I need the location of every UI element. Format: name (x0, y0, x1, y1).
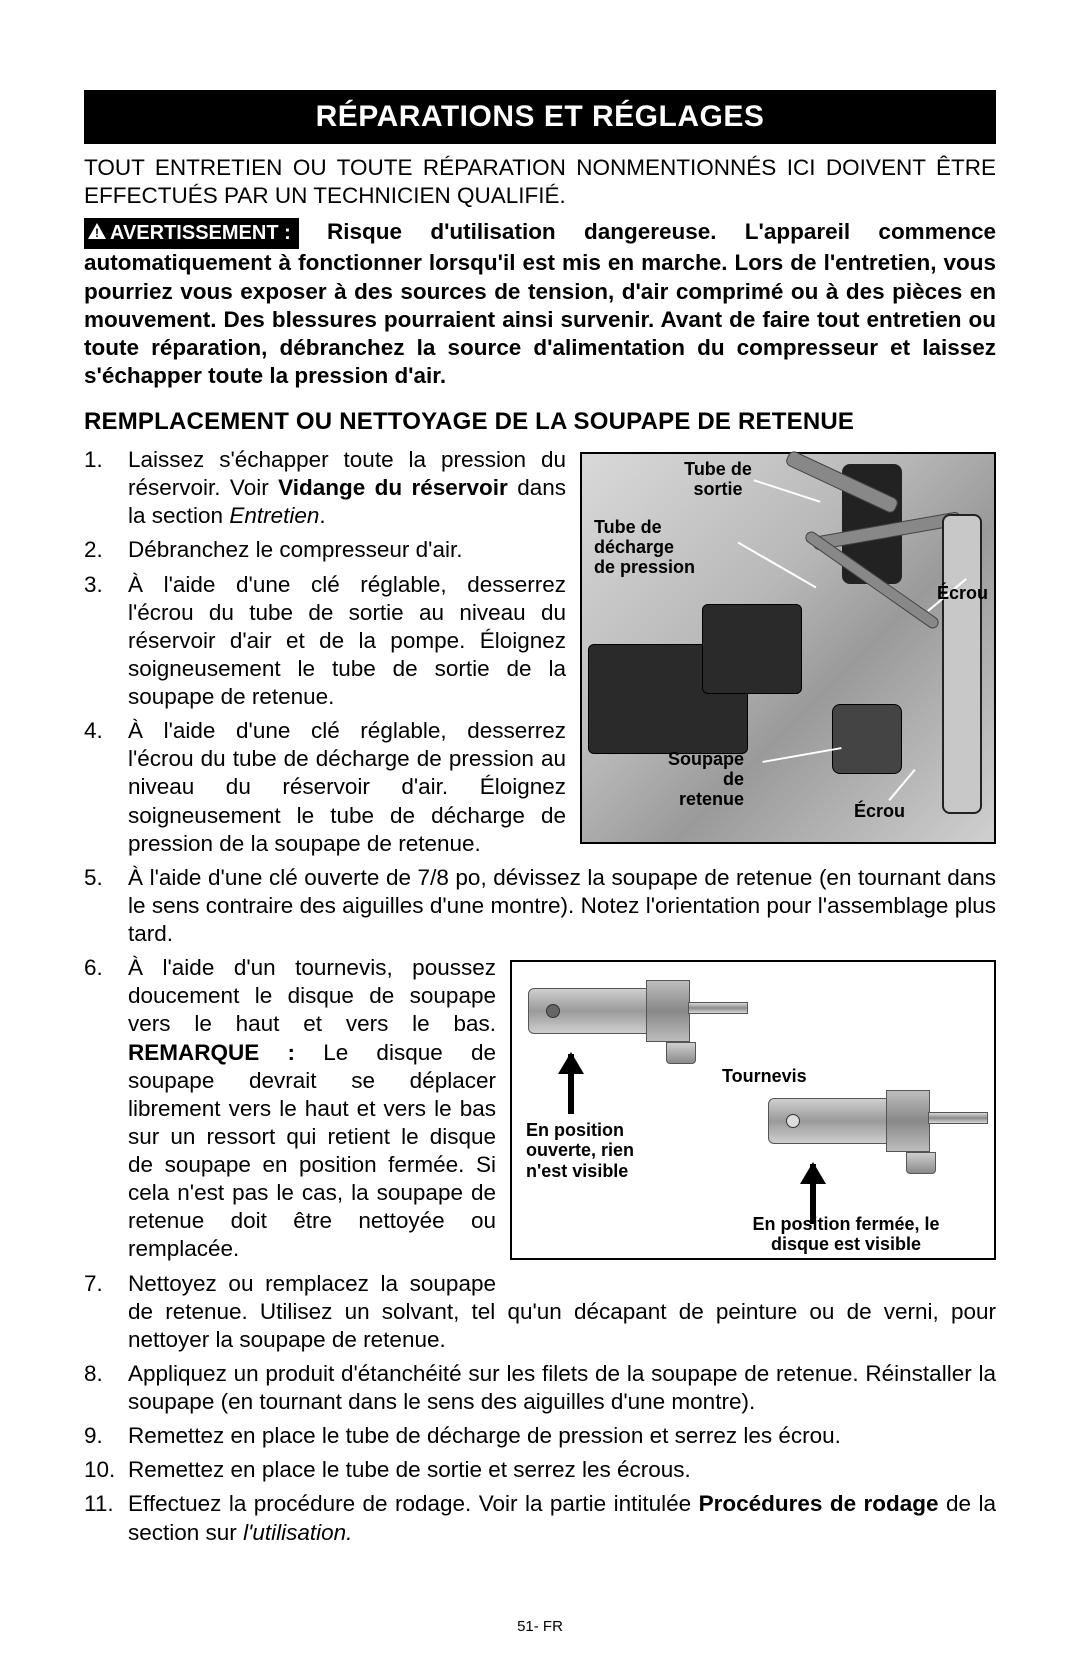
step-4: À l'aide d'une clé réglable, desserrez l… (84, 717, 996, 858)
step-6-c: Le disque de soupape devrait se déplacer… (128, 1040, 496, 1262)
warning-label: ! AVERTISSEMENT : (84, 218, 299, 249)
step-1-b: Vidange du réservoir (278, 475, 508, 500)
steps-list: Laissez s'échapper toute la pression du … (84, 446, 996, 948)
intro-text: TOUT ENTRETIEN OU TOUTE RÉPARATION NONME… (84, 154, 996, 210)
step-8: Appliquez un produit d'étanchéité sur le… (84, 1360, 996, 1416)
step-11-d: l'utilisation. (243, 1520, 352, 1545)
svg-text:!: ! (95, 226, 99, 239)
step-10: Remettez en place le tube de sortie et s… (84, 1456, 996, 1484)
steps-list-cont: À l'aide d'un tournevis, poussez douceme… (84, 954, 996, 1547)
step-11-b: Procédures de rodage (699, 1491, 939, 1516)
step-2: Débranchez le compresseur d'air. (84, 536, 996, 564)
step-1-d: Entretien (229, 503, 319, 528)
step-9: Remettez en place le tube de décharge de… (84, 1422, 996, 1450)
step-6-b: REMARQUE : (128, 1040, 295, 1065)
warning-block: ! AVERTISSEMENT : Risque d'utilisation d… (84, 218, 996, 390)
page-footer: 51- FR (0, 1618, 1080, 1635)
step-7: Nettoyez ou remplacez la soupape de rete… (84, 1270, 996, 1354)
step-1-e: . (319, 503, 325, 528)
step-5: À l'aide d'une clé ouverte de 7/8 po, dé… (84, 864, 996, 948)
step-1: Laissez s'échapper toute la pression du … (84, 446, 996, 530)
warning-triangle-icon: ! (88, 221, 106, 246)
step-11: Effectuez la procédure de rodage. Voir l… (84, 1490, 996, 1546)
page-title-bar: RÉPARATIONS ET RÉGLAGES (84, 90, 996, 144)
step-3: À l'aide d'une clé réglable, desserrez l… (84, 571, 996, 712)
step-6-a: À l'aide d'un tournevis, poussez douceme… (128, 955, 496, 1036)
step-6: À l'aide d'un tournevis, poussez douceme… (84, 954, 996, 1263)
section-heading: REMPLACEMENT OU NETTOYAGE DE LA SOUPAPE … (84, 408, 996, 436)
step-11-a: Effectuez la procédure de rodage. Voir l… (128, 1491, 699, 1516)
warning-label-text: AVERTISSEMENT : (110, 222, 291, 244)
